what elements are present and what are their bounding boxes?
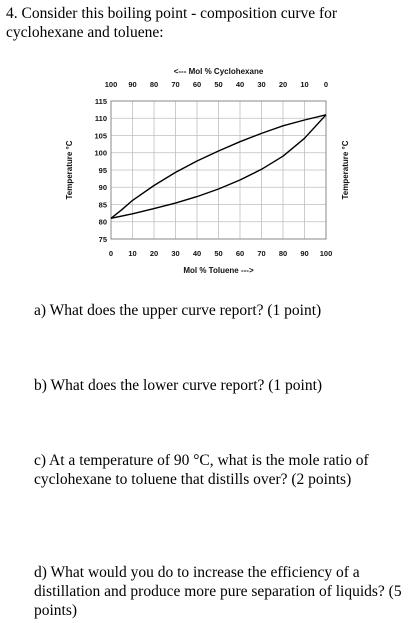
x-tick-label: 10 — [128, 249, 136, 258]
lower-curve — [110, 114, 327, 219]
chart-series — [110, 114, 327, 219]
x-tick-label: 90 — [300, 249, 308, 258]
top-tick-label: 70 — [171, 80, 179, 89]
y-tick-label: 100 — [94, 149, 107, 158]
plot-frame — [110, 100, 327, 240]
question-intro: 4. Consider this boiling point - composi… — [6, 4, 406, 42]
question-d-line2: distillation and produce more pure separ… — [34, 583, 402, 600]
x-axis-title: Mol % Toluene ---> — [183, 266, 254, 275]
question-c-line2: cyclohexane to toluene that distills ove… — [34, 471, 352, 488]
question-title-line1: 4. Consider this boiling point - composi… — [6, 5, 338, 22]
x-tick-label: 20 — [150, 249, 158, 258]
y-tick-label: 75 — [99, 235, 107, 244]
top-tick-label: 100 — [105, 80, 118, 89]
x-tick-label: 50 — [214, 249, 222, 258]
x-tick-label: 80 — [279, 249, 287, 258]
question-b: b) What does the lower curve report? (1 … — [34, 377, 323, 394]
question-d-line3: points) — [34, 602, 78, 619]
top-tick-label: 20 — [279, 80, 287, 89]
top-axis-title: <--- Mol % Cyclohexane — [174, 67, 264, 76]
x-tick-label: 100 — [320, 249, 333, 258]
question-c: c) At a temperature of 90 °C, what is th… — [34, 451, 414, 489]
y-tick-label: 80 — [99, 218, 107, 227]
y-tick-label: 95 — [99, 166, 107, 175]
y-tick-label: 85 — [99, 200, 107, 209]
top-tick-label: 90 — [128, 80, 136, 89]
x-tick-label: 70 — [257, 249, 265, 258]
top-tick-label: 10 — [300, 80, 308, 89]
y-tick-label: 90 — [99, 183, 107, 192]
top-tick-label: 80 — [150, 80, 158, 89]
chart-grid — [110, 100, 327, 240]
y-tick-label: 115 — [95, 97, 107, 106]
chart-axes — [110, 100, 327, 240]
x-tick-label: 30 — [171, 249, 179, 258]
y-tick-label: 105 — [94, 131, 107, 140]
top-tick-label: 40 — [236, 80, 244, 89]
x-tick-label: 0 — [109, 249, 113, 258]
x-tick-label: 60 — [236, 249, 244, 258]
question-title-line2: cyclohexane and toluene: — [6, 24, 164, 41]
y-tick-label: 110 — [95, 114, 107, 123]
x-tick-label: 40 — [193, 249, 201, 258]
question-d-line1: d) What would you do to increase the eff… — [34, 564, 360, 581]
top-tick-label: 30 — [257, 80, 265, 89]
upper-curve — [110, 114, 327, 219]
question-d: d) What would you do to increase the eff… — [34, 563, 414, 620]
question-c-line1: c) At a temperature of 90 °C, what is th… — [34, 452, 369, 469]
y-axis-title-left: Temperature °C — [65, 140, 74, 199]
top-tick-label: 60 — [193, 80, 201, 89]
top-tick-label: 0 — [324, 80, 328, 89]
top-tick-label: 50 — [214, 80, 222, 89]
y-axis-title-right: Temperature °C — [341, 140, 350, 199]
question-a: a) What does the upper curve report? (1 … — [34, 302, 322, 319]
